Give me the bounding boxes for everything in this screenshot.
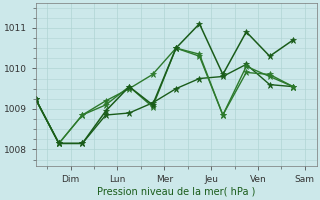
X-axis label: Pression niveau de la mer( hPa ): Pression niveau de la mer( hPa ) [97,187,255,197]
